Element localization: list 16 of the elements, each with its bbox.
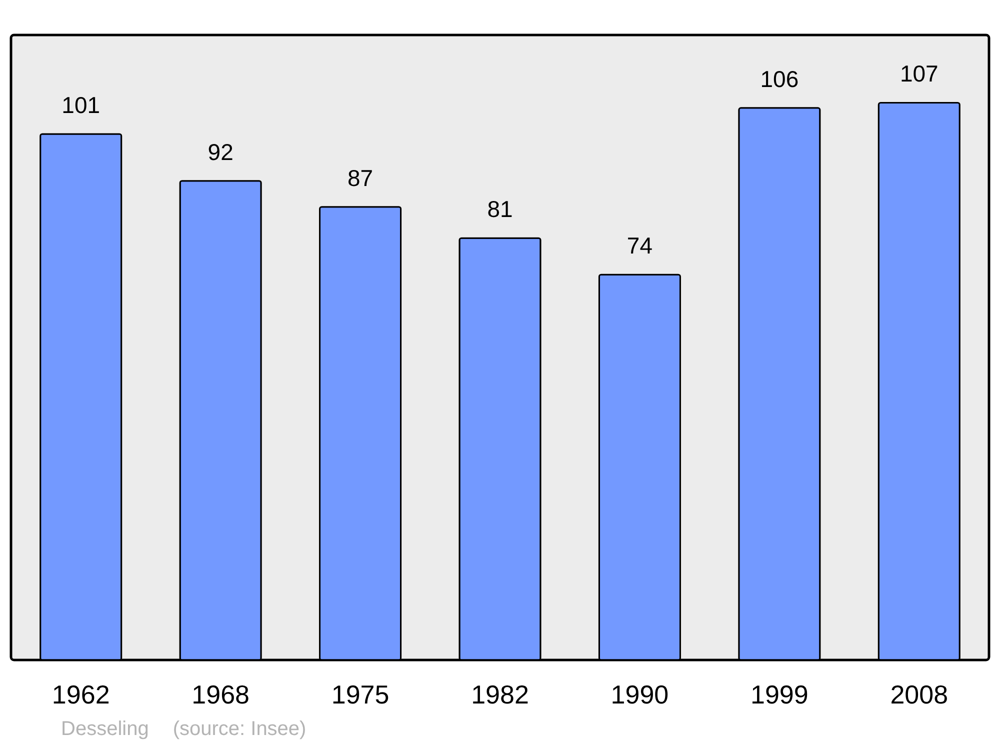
text: Desseling: [61, 718, 149, 740]
x-tick-label: 1999: [750, 680, 808, 710]
x-tick-label: 1982: [471, 680, 529, 710]
x-tick-label: 2008: [890, 680, 948, 710]
data-label: 107: [900, 60, 938, 87]
x-tick-label: 1968: [192, 680, 250, 710]
data-label: 92: [208, 138, 234, 165]
data-label: 74: [626, 232, 653, 259]
data-label: 81: [487, 196, 513, 222]
data-label: 87: [347, 164, 374, 191]
text: (source: Insee): [172, 718, 306, 740]
data-label: 101: [62, 92, 100, 118]
data-label: 106: [760, 66, 799, 92]
x-tick-label: 1962: [52, 680, 110, 710]
x-tick-label: 1990: [610, 680, 669, 710]
x-tick-label: 1975: [331, 680, 390, 710]
